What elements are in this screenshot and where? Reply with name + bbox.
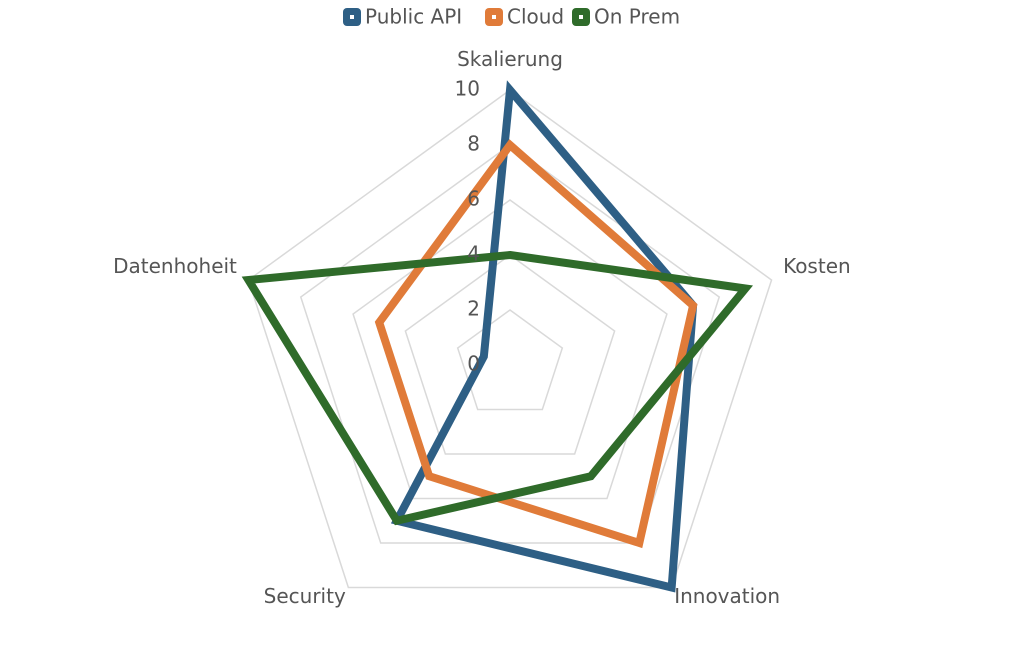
grid-ring [456,309,564,411]
r-tick-label: 8 [467,132,480,156]
category-label: Datenhoheit [113,254,237,278]
r-tick-label: 10 [455,77,480,101]
legend-label: On Prem [594,5,680,29]
series-line [390,80,698,593]
r-tick-label: 2 [467,297,480,321]
category-label: Skalierung [457,47,563,71]
legend-label: Cloud [507,5,564,29]
r-tick-label: 6 [467,187,480,211]
legend-swatch-dot [492,15,496,19]
category-label: Security [264,584,346,608]
r-tick-label: 4 [467,242,480,266]
grid-ring [247,89,773,589]
legend-label: Public API [365,5,462,29]
series-line [241,250,754,526]
legend-swatch-dot [350,15,354,19]
legend-swatch-dot [579,15,583,19]
r-tick-label: 0 [467,352,480,376]
grid-ring [404,254,616,455]
labels: 0 2 4 6 8 10 Skalierung Kosten Innovation Securit… [113,5,851,609]
category-label: Innovation [674,584,780,608]
category-label: Kosten [783,254,851,278]
series [241,80,754,593]
series-line [374,139,698,549]
